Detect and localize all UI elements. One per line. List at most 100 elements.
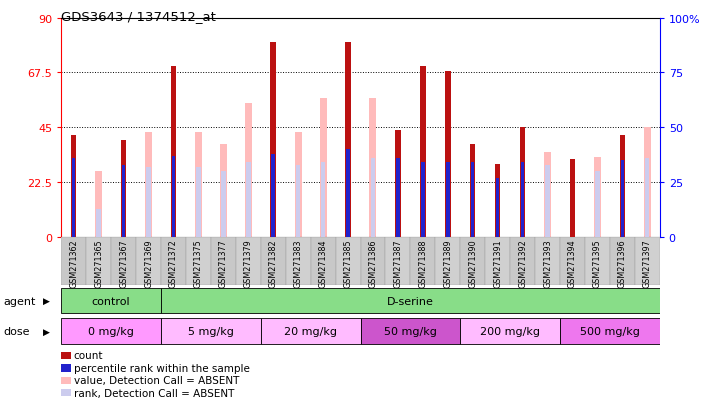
Bar bbox=[97, 209, 101, 237]
Text: GSM271367: GSM271367 bbox=[119, 239, 128, 287]
Bar bbox=[245, 104, 252, 237]
Bar bbox=[521, 163, 524, 237]
Bar bbox=[95, 172, 102, 237]
Bar bbox=[186, 237, 211, 285]
Bar bbox=[560, 237, 585, 285]
Text: D-serine: D-serine bbox=[387, 296, 434, 306]
Bar bbox=[121, 140, 126, 237]
Bar bbox=[272, 154, 275, 237]
Bar bbox=[495, 164, 500, 237]
Text: GSM271372: GSM271372 bbox=[169, 239, 178, 287]
Text: 20 mg/kg: 20 mg/kg bbox=[284, 326, 337, 336]
Text: GSM271375: GSM271375 bbox=[194, 239, 203, 287]
Text: ▶: ▶ bbox=[43, 297, 50, 306]
Bar bbox=[386, 237, 410, 285]
Bar bbox=[87, 237, 111, 285]
Bar bbox=[396, 159, 399, 237]
Text: count: count bbox=[74, 351, 103, 361]
Bar bbox=[544, 152, 551, 237]
Bar bbox=[61, 318, 161, 344]
Bar bbox=[195, 133, 202, 237]
Text: 200 mg/kg: 200 mg/kg bbox=[480, 326, 540, 336]
Bar bbox=[161, 288, 660, 314]
Text: GSM271393: GSM271393 bbox=[543, 239, 552, 287]
Text: percentile rank within the sample: percentile rank within the sample bbox=[74, 363, 249, 373]
Bar bbox=[619, 135, 625, 237]
Text: GSM271385: GSM271385 bbox=[343, 239, 353, 287]
Bar bbox=[421, 163, 425, 237]
Bar bbox=[369, 99, 376, 237]
Text: GSM271396: GSM271396 bbox=[618, 239, 627, 287]
Bar bbox=[270, 43, 276, 237]
Bar bbox=[136, 237, 161, 285]
Bar bbox=[595, 172, 600, 237]
Bar bbox=[360, 237, 386, 285]
Bar bbox=[321, 163, 325, 237]
Text: GSM271369: GSM271369 bbox=[144, 239, 153, 287]
Bar bbox=[72, 159, 76, 237]
Bar bbox=[496, 178, 500, 237]
Text: agent: agent bbox=[4, 296, 36, 306]
Text: GSM271365: GSM271365 bbox=[94, 239, 103, 287]
Bar bbox=[420, 67, 425, 237]
Text: GSM271391: GSM271391 bbox=[493, 239, 502, 287]
Text: GSM271389: GSM271389 bbox=[443, 239, 452, 287]
Bar bbox=[371, 159, 375, 237]
Text: 0 mg/kg: 0 mg/kg bbox=[88, 326, 134, 336]
Text: 500 mg/kg: 500 mg/kg bbox=[580, 326, 640, 336]
Bar bbox=[395, 131, 401, 237]
Bar bbox=[345, 43, 351, 237]
Bar bbox=[460, 237, 485, 285]
Bar bbox=[295, 133, 301, 237]
Bar bbox=[560, 318, 660, 344]
Bar bbox=[145, 133, 152, 237]
Bar bbox=[196, 167, 200, 237]
Bar bbox=[460, 318, 560, 344]
Bar bbox=[410, 237, 435, 285]
Bar bbox=[610, 237, 634, 285]
Text: GSM271390: GSM271390 bbox=[468, 239, 477, 287]
Bar bbox=[435, 237, 460, 285]
Bar bbox=[146, 167, 151, 237]
Bar bbox=[585, 237, 610, 285]
Text: GSM271382: GSM271382 bbox=[269, 239, 278, 287]
Bar bbox=[296, 165, 301, 237]
Bar bbox=[246, 163, 250, 237]
Bar bbox=[122, 165, 125, 237]
Bar bbox=[535, 237, 560, 285]
Bar bbox=[634, 237, 660, 285]
Bar bbox=[161, 237, 186, 285]
Bar bbox=[335, 237, 360, 285]
Text: GSM271394: GSM271394 bbox=[568, 239, 577, 287]
Bar bbox=[171, 67, 176, 237]
Bar bbox=[545, 165, 549, 237]
Bar bbox=[520, 128, 526, 237]
Text: GSM271392: GSM271392 bbox=[518, 239, 527, 287]
Bar bbox=[261, 318, 360, 344]
Bar bbox=[311, 237, 335, 285]
Bar bbox=[161, 318, 261, 344]
Text: control: control bbox=[92, 296, 131, 306]
Bar bbox=[236, 237, 261, 285]
Bar bbox=[220, 145, 227, 237]
Bar bbox=[286, 237, 311, 285]
Text: ▶: ▶ bbox=[43, 327, 50, 336]
Text: GSM271384: GSM271384 bbox=[319, 239, 327, 287]
Bar bbox=[261, 237, 286, 285]
Text: GSM271387: GSM271387 bbox=[394, 239, 402, 287]
Bar bbox=[61, 237, 87, 285]
Text: GDS3643 / 1374512_at: GDS3643 / 1374512_at bbox=[61, 10, 216, 23]
Bar bbox=[485, 237, 510, 285]
Bar bbox=[221, 172, 226, 237]
Text: dose: dose bbox=[4, 326, 30, 336]
Bar bbox=[594, 157, 601, 237]
Text: GSM271362: GSM271362 bbox=[69, 239, 79, 287]
Bar bbox=[471, 163, 474, 237]
Text: value, Detection Call = ABSENT: value, Detection Call = ABSENT bbox=[74, 375, 239, 385]
Bar bbox=[319, 99, 327, 237]
Bar bbox=[510, 237, 535, 285]
Bar bbox=[446, 163, 449, 237]
Bar bbox=[645, 159, 650, 237]
Text: GSM271397: GSM271397 bbox=[642, 239, 652, 287]
Text: 5 mg/kg: 5 mg/kg bbox=[188, 326, 234, 336]
